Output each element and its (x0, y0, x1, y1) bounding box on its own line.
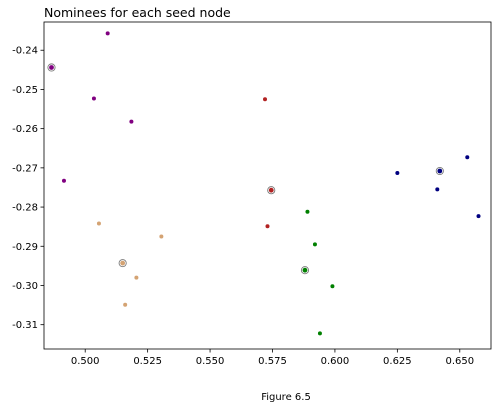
nominee-point (465, 155, 470, 160)
data-points (47, 31, 481, 336)
nominee-point (435, 187, 440, 192)
nominee-point (330, 284, 335, 289)
seed-node-point (49, 65, 54, 70)
y-tick-label: -0.30 (12, 281, 38, 292)
x-tick-label: 0.650 (445, 356, 474, 367)
nominee-point (91, 96, 96, 101)
y-axis: -0.24 -0.25 -0.26 -0.27 -0.28 -0.29 -0.30 -0.31 (12, 46, 44, 331)
y-tick-label: -0.27 (12, 163, 38, 174)
seed-node-ring (300, 266, 310, 275)
y-tick-label: -0.25 (12, 85, 38, 96)
nominee-point (305, 209, 310, 214)
seed-node-ring (47, 63, 56, 72)
nominee-point (123, 302, 128, 307)
plot-frame (43, 21, 492, 350)
seed-node-point (268, 187, 274, 193)
seed-node-ring (435, 166, 444, 176)
x-tick-label: 0.575 (258, 356, 287, 367)
nominee-point (317, 331, 322, 336)
seed-node-point (302, 267, 308, 273)
nominee-point (476, 214, 481, 219)
x-tick-label: 0.625 (383, 356, 412, 367)
nominee-point (265, 224, 270, 229)
x-tick-label: 0.550 (196, 356, 225, 367)
nominee-point (134, 275, 139, 280)
seed-node-ring (267, 186, 276, 195)
nominee-point (395, 170, 400, 175)
nominee-point (105, 31, 110, 36)
nominee-point (129, 119, 134, 124)
y-tick-label: -0.29 (12, 242, 38, 253)
y-tick-label: -0.26 (12, 124, 38, 135)
nominee-point (96, 221, 101, 226)
seed-node-point (120, 260, 126, 266)
y-tick-label: -0.24 (12, 46, 38, 57)
x-tick-label: 0.525 (133, 356, 162, 367)
y-tick-label: -0.28 (12, 203, 38, 214)
nominee-point (312, 242, 317, 247)
nominee-point (61, 178, 66, 183)
seed-node-point (437, 168, 443, 174)
chart-title: Nominees for each seed node (44, 5, 231, 20)
x-tick-label: 0.500 (71, 356, 100, 367)
x-tick-label: 0.600 (321, 356, 350, 367)
y-tick-label: -0.31 (12, 320, 38, 331)
x-axis: 0.500 0.525 0.550 0.575 0.600 0.625 0.650 (71, 349, 474, 367)
nominee-point (159, 234, 164, 239)
figure-caption: Figure 6.5 (261, 392, 311, 403)
nominee-point (263, 97, 268, 102)
seed-node-ring (118, 259, 127, 268)
